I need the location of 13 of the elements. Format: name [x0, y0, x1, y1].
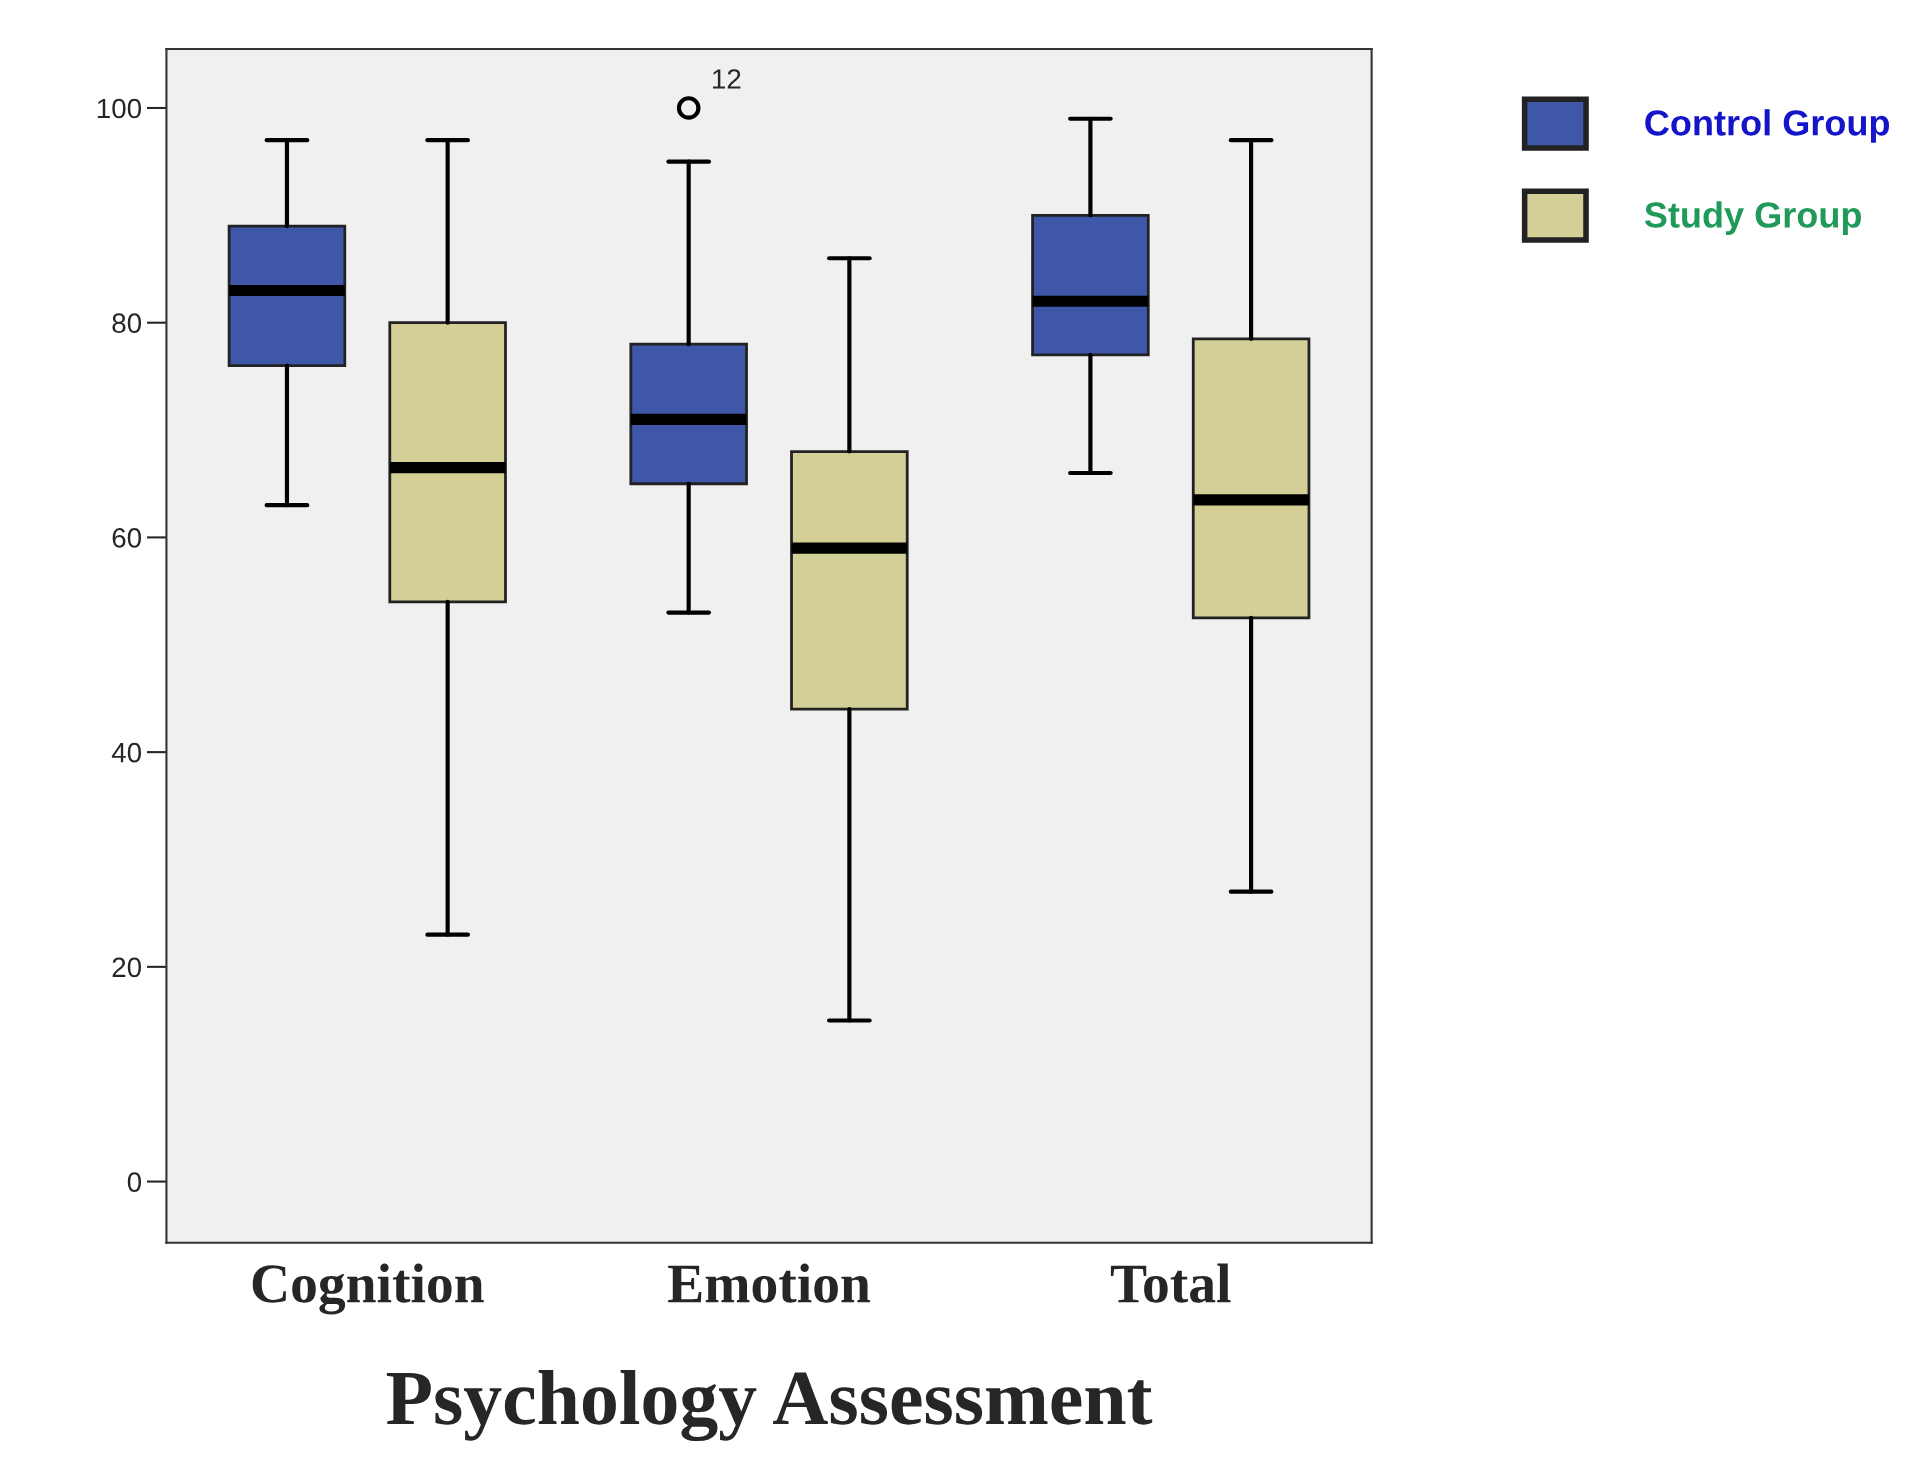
legend-label: Study Group — [1644, 201, 1861, 235]
y-tick-label: 60 — [112, 528, 142, 548]
x-tick-label: Total — [1110, 1263, 1231, 1303]
x-tick-label: Emotion — [668, 1263, 871, 1303]
legend-label: Control Group — [1645, 109, 1890, 143]
y-tick-label: 80 — [112, 313, 142, 334]
y-tick-label: 40 — [111, 742, 142, 763]
y-tick-label: 0 — [127, 1172, 142, 1192]
x-tick-label: Cognition — [252, 1263, 484, 1315]
y-tick-label: 20 — [112, 957, 142, 978]
y-tick-label: 100 — [97, 98, 142, 119]
x-axis-title: Psychology Assessment — [386, 1369, 1153, 1442]
annotation: 12 — [713, 69, 741, 89]
